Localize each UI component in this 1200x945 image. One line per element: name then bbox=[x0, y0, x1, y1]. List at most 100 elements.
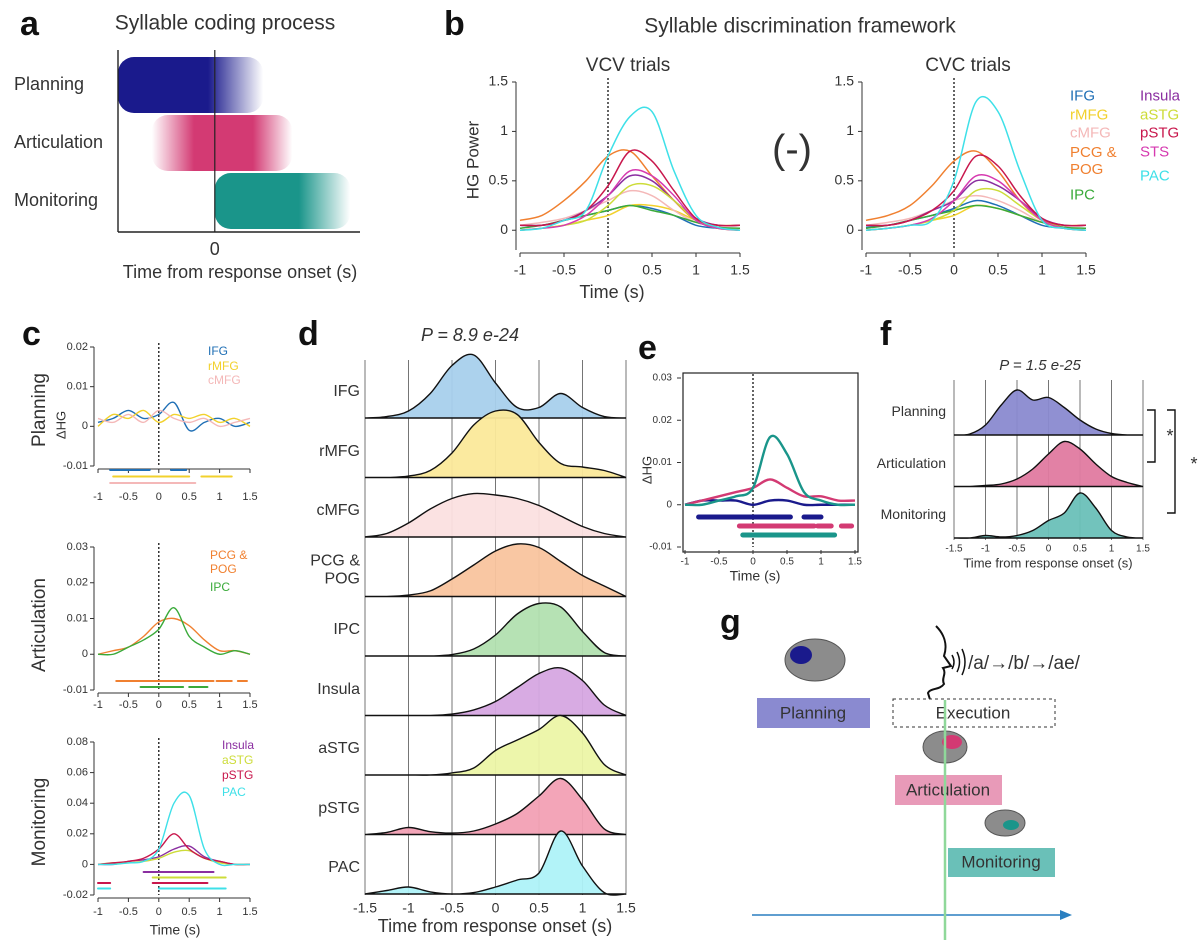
x-axis-label: Time from response onset (s) bbox=[123, 262, 357, 282]
series-line bbox=[97, 401, 251, 432]
x-tick-label: 1 bbox=[1038, 262, 1046, 278]
brain-region bbox=[790, 646, 812, 664]
legend-entry: PAC bbox=[222, 785, 246, 800]
x-tick-label: -1 bbox=[681, 557, 690, 568]
x-tick-label: 1.5 bbox=[242, 906, 257, 918]
x-tick-label: 1 bbox=[692, 262, 700, 278]
x-tick-label: 1 bbox=[217, 491, 223, 503]
legend-entry: aSTG bbox=[1140, 106, 1180, 124]
x-tick-label: 0.5 bbox=[182, 491, 197, 503]
panel-letter: e bbox=[638, 329, 657, 367]
legend-entry: STS bbox=[1140, 143, 1170, 161]
density-ridge bbox=[364, 353, 627, 419]
legend-entry: pSTG bbox=[1140, 124, 1180, 142]
arrow-head bbox=[1060, 910, 1072, 920]
density-ridge bbox=[364, 543, 627, 598]
y-tick-label: 0 bbox=[82, 420, 88, 432]
x-tick-label: -1 bbox=[93, 491, 103, 503]
stage-label: Articulation bbox=[906, 780, 990, 799]
x-axis-label: Time (s) bbox=[730, 568, 781, 584]
x-tick-label: 1.5 bbox=[848, 557, 862, 568]
series-line bbox=[865, 173, 1087, 231]
x-tick-label: -1.5 bbox=[353, 900, 377, 916]
y-tick-label: 0.02 bbox=[67, 577, 88, 589]
x-tick-label: 1.5 bbox=[616, 900, 636, 916]
density-ridge bbox=[953, 440, 1144, 488]
row-label: IPC bbox=[333, 620, 360, 638]
y-tick-label: -0.01 bbox=[63, 460, 88, 472]
series-line bbox=[865, 179, 1087, 227]
y-tick-label: 0 bbox=[846, 221, 854, 237]
y-tick-label: 0.01 bbox=[67, 612, 88, 624]
series-line bbox=[865, 96, 1087, 231]
significance-star: * bbox=[1190, 454, 1197, 474]
legend-entry: rMFG bbox=[208, 359, 239, 374]
legend-entry: IPC bbox=[1070, 186, 1096, 204]
x-axis-label: Time (s) bbox=[150, 922, 201, 938]
row-label: aSTG bbox=[318, 739, 360, 757]
x-tick-label: -0.5 bbox=[898, 262, 922, 278]
y-tick-label: 0.02 bbox=[67, 828, 88, 840]
x-tick-label: 1.5 bbox=[242, 699, 257, 711]
legend-entry: rMFG bbox=[1070, 106, 1109, 124]
stage-label: Monitoring bbox=[961, 852, 1040, 871]
legend-entry: cMFG bbox=[208, 373, 241, 388]
panel-letter: d bbox=[298, 315, 319, 353]
y-tick-label: 0 bbox=[500, 221, 508, 237]
y-axis-label: HG Power bbox=[463, 120, 482, 199]
legend-entry: Insula bbox=[222, 738, 255, 753]
x-tick-label: 0 bbox=[604, 262, 612, 278]
row-label: Monitoring bbox=[29, 778, 50, 867]
sound-waves bbox=[951, 648, 966, 676]
panel-g: g /a/→/b/→/ae/ Planning Execution Articu… bbox=[720, 603, 1081, 940]
stage-bar bbox=[118, 57, 264, 113]
chart-title: VCV trials bbox=[586, 55, 670, 76]
y-tick-label: 1 bbox=[846, 122, 854, 138]
panel-letter: f bbox=[880, 315, 892, 353]
stage-box bbox=[895, 775, 1002, 805]
x-tick-label: 1.5 bbox=[730, 262, 750, 278]
legend-entry: IPC bbox=[210, 580, 231, 595]
series-line bbox=[684, 498, 855, 507]
x-tick-label: -1 bbox=[402, 900, 415, 916]
x-tick-label: -0.5 bbox=[119, 491, 138, 503]
row-label: Planning bbox=[29, 373, 50, 447]
x-tick-label: 1 bbox=[579, 900, 587, 916]
legend-entry: Insula bbox=[1140, 87, 1181, 105]
x-tick-label: 1 bbox=[1109, 544, 1115, 555]
row-label: Insula bbox=[317, 680, 360, 698]
series-line bbox=[865, 154, 1087, 227]
y-tick-label: 0.03 bbox=[67, 541, 88, 553]
stage-label: Articulation bbox=[14, 132, 103, 152]
series-line bbox=[865, 150, 1087, 227]
stage-box bbox=[948, 848, 1055, 877]
series-line bbox=[97, 607, 251, 656]
y-tick-label: 0.5 bbox=[489, 172, 509, 188]
legend-entry: cMFG bbox=[1070, 124, 1111, 142]
row-label: Monitoring bbox=[880, 505, 946, 522]
series-line bbox=[519, 106, 741, 231]
x-tick-label: 0 bbox=[950, 262, 958, 278]
x-tick-label: 0.5 bbox=[988, 262, 1008, 278]
y-tick-label: 0.02 bbox=[653, 415, 673, 426]
density-ridge bbox=[364, 777, 627, 836]
y-tick-label: 0.01 bbox=[67, 381, 88, 393]
x-tick-label: 1 bbox=[217, 699, 223, 711]
legend-entry: IFG bbox=[208, 344, 228, 359]
x-tick-label: 0 bbox=[750, 557, 756, 568]
y-tick-label: 0 bbox=[82, 858, 88, 870]
y-tick-label: 0.01 bbox=[653, 457, 673, 468]
density-ridge bbox=[365, 714, 627, 776]
row-label: Articulation bbox=[876, 454, 946, 471]
stage-label: Planning bbox=[780, 703, 846, 722]
y-axis-label: ΔHG bbox=[639, 456, 654, 484]
series-line bbox=[97, 617, 251, 655]
density-ridge bbox=[953, 389, 1144, 436]
y-tick-label: 0 bbox=[82, 648, 88, 660]
x-tick-label: -0.5 bbox=[119, 699, 138, 711]
y-tick-label: 0.08 bbox=[67, 736, 88, 748]
x-tick-label: 0 bbox=[156, 906, 162, 918]
panel-letter: c bbox=[22, 315, 41, 353]
panel-letter: g bbox=[720, 603, 741, 641]
